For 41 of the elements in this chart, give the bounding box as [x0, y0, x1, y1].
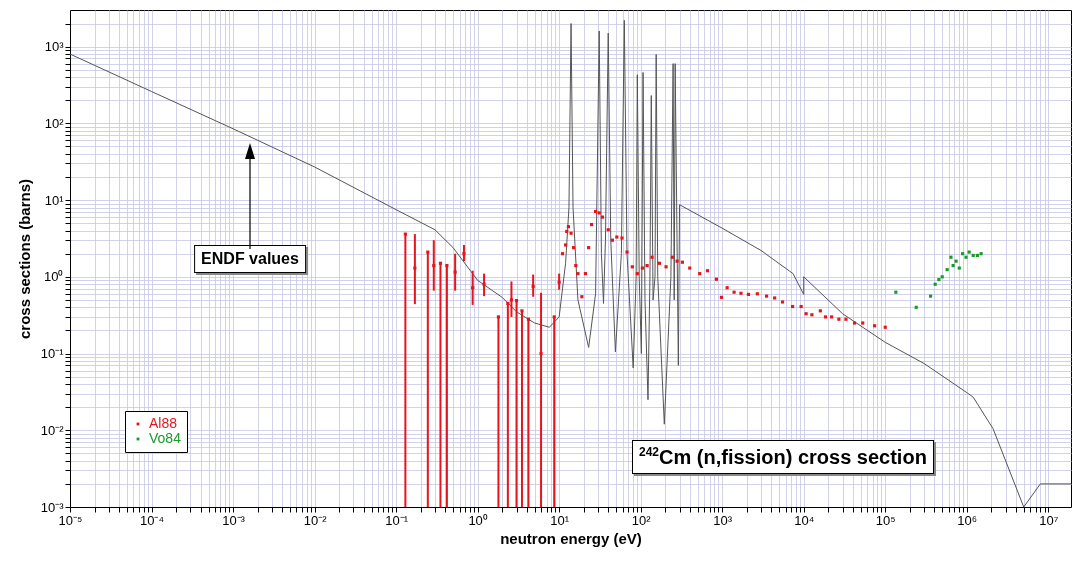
legend-label: Vo84	[149, 430, 182, 446]
legend-label: Al88	[149, 415, 178, 431]
x-tick-label: 10⁶	[957, 512, 978, 528]
x-tick-label: 10⁻³	[222, 512, 246, 528]
point	[951, 264, 955, 268]
x-tick-label: 10²	[631, 512, 652, 528]
y-tick-label: 10⁰	[44, 269, 64, 285]
x-tick-label: 10³	[713, 512, 733, 528]
x-axis-title: neutron energy (eV)	[500, 529, 642, 547]
x-tick-label: 10⁴	[794, 512, 815, 528]
annotation: ENDF values	[194, 245, 306, 273]
point	[964, 255, 968, 259]
point	[949, 255, 953, 259]
point	[957, 266, 961, 270]
point	[961, 252, 965, 256]
x-tick-label: 10¹	[550, 512, 570, 528]
x-tick-label: 10⁻⁴	[140, 512, 165, 528]
y-tick-label: 10⁻²	[40, 422, 65, 438]
point	[945, 268, 949, 272]
point	[971, 253, 975, 257]
y-tick-label: 10³	[44, 39, 65, 55]
point	[940, 275, 944, 279]
x-tick-label: 10⁻⁵	[58, 512, 83, 528]
point	[975, 253, 979, 257]
x-tick-label: 10⁻²	[303, 512, 328, 528]
point	[937, 278, 941, 282]
point	[929, 294, 933, 298]
y-tick-label: 10²	[44, 115, 65, 131]
x-tick-label: 10⁵	[875, 512, 896, 528]
y-tick-label: 10⁻¹	[40, 346, 65, 362]
y-axis-title: cross sections (barns)	[15, 178, 33, 340]
x-tick-label: 10⁻¹	[385, 512, 409, 528]
y-tick-label: 10¹	[44, 192, 65, 208]
point	[933, 282, 937, 286]
text: $^{242}$Cm (n,fission) cross section	[632, 440, 934, 474]
x-tick-label: 10⁰	[468, 512, 488, 528]
point	[967, 250, 971, 254]
x-tick-label: 10⁷	[1039, 512, 1059, 528]
y-tick-label: 10⁻³	[40, 499, 65, 515]
point	[979, 252, 983, 256]
point	[954, 259, 958, 263]
